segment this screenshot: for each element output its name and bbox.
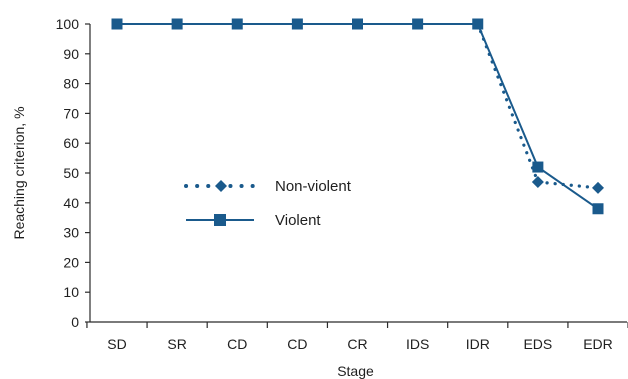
y-tick-label: 20	[63, 254, 79, 270]
x-tick-label: CD	[287, 336, 307, 352]
violent-point	[412, 18, 424, 30]
legend-non-violent-label: Non-violent	[275, 178, 352, 195]
violent-line	[117, 23, 599, 210]
legend-non-violent-marker	[215, 180, 227, 192]
violent-point	[111, 18, 123, 30]
y-tick-label: 40	[63, 195, 79, 211]
x-tick-label: EDR	[583, 336, 613, 352]
y-tick-label: 30	[63, 225, 79, 241]
violent-point	[231, 18, 243, 30]
series-layer	[111, 18, 604, 215]
violent-point	[532, 161, 544, 173]
y-tick-label: 70	[63, 105, 79, 121]
x-tick-label: SD	[107, 336, 126, 352]
non-violent-point	[531, 175, 544, 188]
y-tick-label: 90	[63, 46, 79, 62]
y-axis-title: Reaching criterion, %	[11, 106, 27, 239]
legend: Non-violent Violent	[184, 178, 352, 229]
x-tick-label: CD	[227, 336, 247, 352]
non-violent-point	[592, 181, 604, 194]
violent-point	[472, 18, 484, 30]
y-tick-label: 60	[63, 135, 79, 151]
y-tick-label: 80	[63, 76, 79, 92]
y-tick-label: 10	[63, 284, 79, 300]
y-tick-label: 100	[56, 16, 80, 32]
violent-point	[171, 18, 183, 30]
x-tick-label: IDS	[406, 336, 429, 352]
x-tick-label: IDR	[466, 336, 490, 352]
legend-item-non-violent: Non-violent	[184, 178, 352, 195]
violent-point	[291, 18, 303, 30]
x-axis-title: Stage	[337, 363, 374, 379]
x-tick-label: EDS	[523, 336, 552, 352]
legend-violent-marker	[214, 214, 226, 226]
x-tick-label: CR	[347, 336, 367, 352]
violent-point	[352, 18, 363, 30]
x-tick-label: SR	[167, 336, 186, 352]
legend-item-violent: Violent	[186, 212, 321, 229]
y-tick-label: 0	[71, 314, 79, 330]
y-tick-label: 50	[63, 165, 79, 181]
legend-violent-label: Violent	[275, 212, 321, 229]
axes: 0 10 20 30 40 50 60 70 80 90 100 SD SR CD CD CR IDS IDR ED…	[56, 16, 628, 352]
violent-point	[592, 203, 604, 215]
